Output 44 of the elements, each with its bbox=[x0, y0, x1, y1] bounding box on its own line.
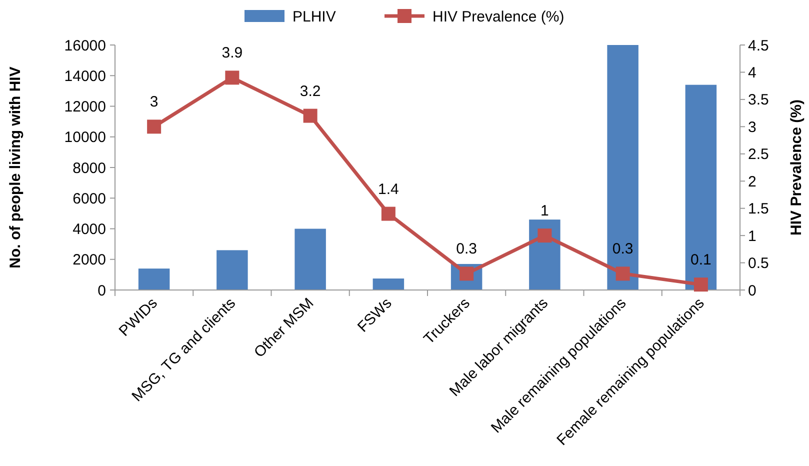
y2-tick-label: 3 bbox=[748, 118, 756, 136]
y-tick-label: 6000 bbox=[72, 190, 106, 208]
point bbox=[381, 206, 396, 221]
y-tick-label: 14000 bbox=[64, 68, 106, 85]
y-tick-label: 12000 bbox=[64, 98, 106, 116]
y-axis-title: No. of people living with HIV bbox=[7, 66, 24, 268]
point bbox=[303, 108, 318, 123]
data-label: 1 bbox=[540, 202, 549, 220]
data-label: 0.3 bbox=[612, 240, 634, 258]
bar bbox=[607, 45, 638, 290]
point bbox=[694, 278, 708, 292]
data-label: 3.2 bbox=[300, 82, 321, 100]
y2-tick-label: 2.5 bbox=[748, 146, 769, 164]
data-label: 0.1 bbox=[690, 252, 712, 269]
data-label: 0.3 bbox=[456, 240, 477, 258]
y-tick-label: 0 bbox=[98, 282, 106, 300]
legend-label: HIV Prevalence (%) bbox=[432, 8, 564, 26]
y-tick-label: 4000 bbox=[72, 221, 106, 238]
y2-tick-label: 4 bbox=[748, 64, 756, 82]
y-tick-label: 16000 bbox=[64, 37, 106, 54]
y2-tick-label: 1 bbox=[748, 228, 756, 245]
bar bbox=[216, 250, 248, 290]
y2-axis-title: HIV Prevalence (%) bbox=[788, 100, 805, 236]
y2-tick-label: 0.5 bbox=[748, 255, 769, 272]
y2-tick-label: 1.5 bbox=[748, 200, 769, 218]
y-tick-label: 8000 bbox=[72, 160, 106, 177]
point bbox=[225, 70, 240, 85]
y2-tick-label: 4.5 bbox=[748, 37, 769, 54]
point bbox=[538, 228, 552, 243]
y2-tick-label: 3.5 bbox=[748, 92, 769, 109]
bar bbox=[138, 268, 170, 290]
y2-tick-label: 2 bbox=[748, 173, 756, 190]
bar bbox=[372, 278, 404, 290]
data-label: 3 bbox=[150, 94, 158, 111]
y2-tick-label: 0 bbox=[748, 282, 756, 300]
bar bbox=[685, 84, 717, 290]
bar bbox=[294, 228, 326, 290]
legend-label: PLHIV bbox=[292, 8, 336, 26]
point bbox=[616, 266, 630, 281]
data-label: 3.9 bbox=[222, 44, 243, 62]
y-tick-label: 2000 bbox=[72, 252, 106, 269]
point bbox=[147, 120, 162, 134]
data-label: 1.4 bbox=[378, 180, 399, 198]
y-tick-label: 10000 bbox=[64, 129, 106, 146]
